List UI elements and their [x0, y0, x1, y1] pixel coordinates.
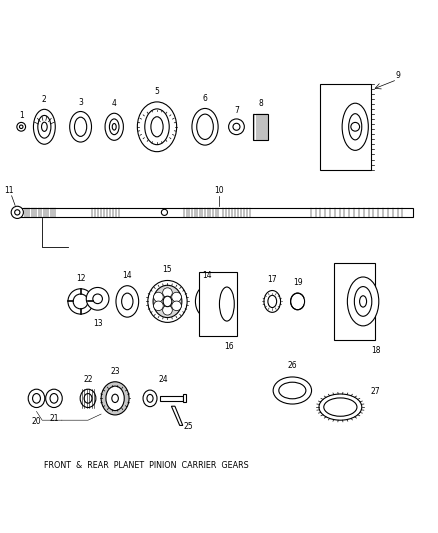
Ellipse shape: [347, 277, 379, 326]
Ellipse shape: [80, 389, 96, 408]
Ellipse shape: [148, 280, 187, 322]
Ellipse shape: [147, 394, 153, 402]
Bar: [334, 263, 375, 340]
Text: 4: 4: [112, 100, 117, 108]
Ellipse shape: [201, 293, 212, 310]
Ellipse shape: [153, 285, 182, 318]
Text: 14: 14: [202, 271, 212, 280]
Circle shape: [19, 125, 23, 128]
Text: 3: 3: [78, 98, 83, 107]
Circle shape: [154, 301, 163, 311]
Text: 26: 26: [287, 361, 297, 370]
Ellipse shape: [138, 102, 177, 152]
Bar: [199, 272, 237, 336]
Ellipse shape: [145, 109, 169, 144]
Text: 5: 5: [155, 87, 159, 96]
Ellipse shape: [360, 296, 367, 307]
Ellipse shape: [192, 108, 218, 145]
Polygon shape: [171, 406, 183, 425]
Ellipse shape: [116, 286, 139, 317]
Ellipse shape: [143, 390, 157, 407]
Ellipse shape: [74, 117, 87, 136]
Ellipse shape: [93, 294, 102, 304]
Ellipse shape: [268, 295, 277, 308]
Text: 15: 15: [162, 265, 172, 274]
Text: 9: 9: [396, 71, 400, 79]
Circle shape: [154, 292, 163, 302]
Ellipse shape: [46, 389, 62, 408]
Text: 22: 22: [83, 375, 93, 384]
Ellipse shape: [73, 294, 88, 309]
Text: 21: 21: [49, 414, 59, 423]
Ellipse shape: [86, 287, 109, 310]
Ellipse shape: [233, 123, 240, 130]
Text: 11: 11: [4, 186, 13, 195]
Ellipse shape: [349, 114, 362, 140]
Ellipse shape: [122, 293, 133, 310]
Ellipse shape: [32, 393, 40, 403]
Text: 24: 24: [158, 375, 168, 384]
Ellipse shape: [42, 122, 47, 131]
Text: 7: 7: [234, 106, 239, 115]
Ellipse shape: [324, 398, 357, 416]
Ellipse shape: [273, 377, 311, 404]
Circle shape: [161, 209, 167, 215]
Text: FRONT  &  REAR  PLANET  PINION  CARRIER  GEARS: FRONT & REAR PLANET PINION CARRIER GEARS: [44, 461, 249, 470]
Circle shape: [162, 288, 172, 297]
Text: 23: 23: [110, 367, 120, 376]
Ellipse shape: [101, 382, 129, 415]
Circle shape: [172, 301, 181, 311]
Circle shape: [17, 123, 25, 131]
Circle shape: [14, 210, 20, 215]
Ellipse shape: [84, 393, 92, 403]
Text: 20: 20: [32, 417, 41, 426]
Ellipse shape: [68, 289, 93, 314]
Text: 8: 8: [258, 99, 263, 108]
Text: 10: 10: [214, 186, 224, 195]
Ellipse shape: [112, 124, 116, 130]
Ellipse shape: [106, 386, 124, 410]
Bar: [320, 84, 371, 169]
Ellipse shape: [197, 114, 213, 140]
Ellipse shape: [290, 293, 304, 310]
Ellipse shape: [28, 389, 45, 408]
Ellipse shape: [229, 119, 244, 135]
Text: 13: 13: [93, 319, 102, 328]
Circle shape: [11, 206, 23, 219]
Bar: [16, 207, 413, 217]
Text: 16: 16: [224, 343, 233, 351]
Ellipse shape: [279, 382, 306, 399]
Ellipse shape: [38, 116, 51, 138]
Ellipse shape: [163, 296, 172, 306]
Text: 12: 12: [76, 274, 85, 283]
Text: 27: 27: [370, 387, 380, 396]
Bar: [254, 114, 268, 140]
Text: 6: 6: [203, 94, 208, 103]
Ellipse shape: [342, 103, 368, 150]
Ellipse shape: [50, 393, 58, 403]
Ellipse shape: [264, 290, 281, 312]
Ellipse shape: [354, 287, 372, 316]
Text: 25: 25: [184, 422, 193, 431]
Circle shape: [351, 123, 360, 131]
Text: 18: 18: [371, 346, 381, 355]
Ellipse shape: [112, 394, 118, 402]
Text: 17: 17: [268, 275, 277, 284]
Text: 14: 14: [123, 271, 132, 280]
Ellipse shape: [105, 113, 124, 140]
Text: 1: 1: [19, 111, 24, 120]
Circle shape: [172, 292, 181, 302]
Text: 19: 19: [293, 278, 302, 287]
Ellipse shape: [33, 109, 55, 144]
Ellipse shape: [195, 286, 218, 317]
Text: 2: 2: [42, 95, 47, 104]
Ellipse shape: [219, 287, 234, 321]
Ellipse shape: [319, 394, 362, 420]
Ellipse shape: [151, 117, 163, 137]
Ellipse shape: [70, 111, 92, 142]
Bar: [160, 395, 183, 401]
Ellipse shape: [110, 119, 119, 135]
Bar: [183, 394, 186, 402]
Circle shape: [162, 305, 172, 315]
